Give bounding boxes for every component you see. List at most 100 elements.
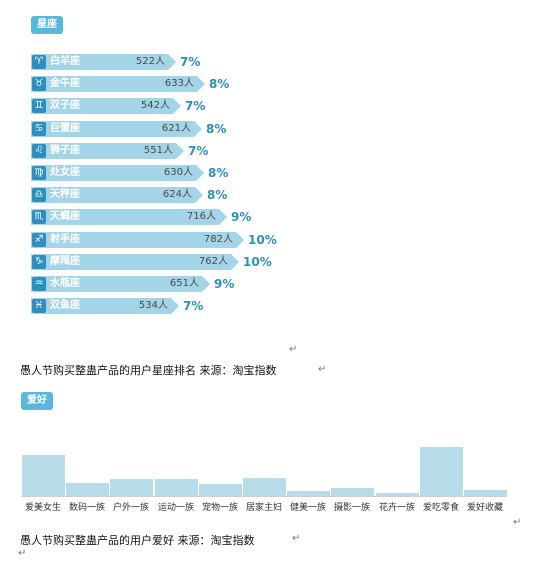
hobby-category-label: 居家主妇 [245, 503, 282, 513]
zodiac-name-label: 天秤座 [50, 189, 80, 200]
zodiac-percent-label: 9% [214, 277, 235, 291]
zodiac-bar [31, 209, 227, 225]
zodiac-row: ♎ 天秤座 624人 8% [31, 187, 255, 203]
hobby-bar [155, 479, 198, 496]
zodiac-row: ♊ 双子座 542人 7% [31, 98, 233, 114]
zodiac-percent-label: 10% [248, 233, 277, 247]
hobby-section-tag: 爱好 [21, 392, 53, 410]
zodiac-bar [31, 121, 202, 137]
zodiac-row: ♑ 摩羯座 762人 10% [31, 254, 291, 270]
zodiac-percent-label: 7% [188, 144, 209, 158]
zodiac-percent-label: 7% [185, 99, 206, 113]
zodiac-count-label: 651人 [169, 278, 199, 289]
zodiac-row: ♍ 处女座 630人 8% [31, 165, 256, 181]
hobby-bar [199, 484, 242, 496]
hobby-category-label: 爱吃零食 [422, 503, 459, 513]
zodiac-percent-label: 7% [183, 299, 204, 313]
zodiac-bar [31, 232, 244, 248]
zodiac-name-label: 处女座 [50, 167, 80, 178]
zodiac-count-label: 551人 [143, 145, 173, 156]
zodiac-name-label: 射手座 [50, 234, 80, 245]
hobby-bar [376, 493, 419, 496]
zodiac-sign-icon: ♏ [32, 210, 46, 224]
zodiac-bar [31, 76, 205, 92]
hobby-category-label: 爱美女生 [24, 503, 61, 513]
zodiac-row: ♌ 狮子座 551人 7% [31, 143, 236, 159]
zodiac-name-label: 金牛座 [50, 78, 80, 89]
zodiac-count-label: 534人 [138, 300, 168, 311]
zodiac-row: ♒ 水瓶座 651人 9% [31, 276, 262, 292]
zodiac-percent-label: 8% [208, 166, 229, 180]
zodiac-count-label: 621人 [161, 123, 191, 134]
zodiac-sign-icon: ♉ [32, 77, 46, 91]
zodiac-bar [31, 98, 181, 114]
zodiac-sign-icon: ♓ [32, 299, 46, 313]
hobby-bar [243, 478, 286, 496]
zodiac-name-label: 双鱼座 [50, 300, 80, 311]
zodiac-sign-icon: ♍ [32, 166, 46, 180]
zodiac-name-label: 天蝎座 [50, 211, 80, 222]
return-mark-5: ↵ [18, 548, 27, 559]
hobby-category-label: 户外一族 [112, 503, 149, 513]
zodiac-row: ♈ 白羊座 522人 7% [31, 54, 228, 70]
zodiac-sign-icon: ♈ [32, 55, 46, 69]
hobby-caption: 愚人节购买整蛊产品的用户爱好 来源：淘宝指数 [20, 534, 255, 547]
hobby-category-label: 花卉一族 [378, 503, 415, 513]
zodiac-percent-label: 7% [180, 55, 201, 69]
hobby-bar [66, 483, 109, 496]
zodiac-count-label: 542人 [140, 100, 170, 111]
zodiac-row: ♉ 金牛座 633人 8% [31, 76, 257, 92]
hobby-category-label: 摄影一族 [333, 503, 370, 513]
zodiac-name-label: 巨蟹座 [50, 123, 80, 134]
zodiac-sign-icon: ♌ [32, 144, 46, 158]
zodiac-row: ♏ 天蝎座 716人 9% [31, 209, 279, 225]
zodiac-sign-icon: ♑ [32, 255, 46, 269]
zodiac-row: ♋ 巨蟹座 621人 8% [31, 121, 254, 137]
zodiac-percent-label: 10% [243, 255, 272, 269]
zodiac-count-label: 624人 [162, 189, 192, 200]
return-mark-4: ↵ [292, 533, 301, 544]
zodiac-sign-icon: ♐ [32, 233, 46, 247]
zodiac-sign-icon: ♒ [32, 277, 46, 291]
hobby-bar [464, 490, 507, 496]
zodiac-name-label: 狮子座 [50, 145, 80, 156]
zodiac-percent-label: 8% [209, 77, 230, 91]
zodiac-count-label: 633人 [164, 78, 194, 89]
hobby-category-label: 健美一族 [289, 503, 326, 513]
return-mark-1: ↵ [289, 344, 298, 355]
zodiac-sign-icon: ♎ [32, 188, 46, 202]
zodiac-percent-label: 8% [207, 188, 228, 202]
zodiac-percent-label: 9% [231, 210, 252, 224]
zodiac-bar [31, 298, 179, 314]
zodiac-caption: 愚人节购买整蛊产品的用户星座排名 来源：淘宝指数 [20, 364, 277, 377]
hobby-category-label: 运动一族 [157, 503, 194, 513]
zodiac-row: ♐ 射手座 782人 10% [31, 232, 296, 248]
zodiac-row: ♓ 双鱼座 534人 7% [31, 298, 231, 314]
zodiac-bar [31, 165, 204, 181]
zodiac-count-label: 762人 [198, 256, 228, 267]
zodiac-count-label: 630人 [163, 167, 193, 178]
zodiac-bar [31, 276, 210, 292]
hobby-category-label: 爱好收藏 [466, 503, 503, 513]
hobby-bar [22, 455, 65, 496]
zodiac-name-label: 水瓶座 [50, 278, 80, 289]
hobby-category-label: 宠物一族 [201, 503, 238, 513]
zodiac-bar [31, 143, 184, 159]
return-mark-2: ↵ [318, 364, 327, 375]
zodiac-bar [31, 254, 239, 270]
zodiac-bar [31, 187, 203, 203]
return-mark-3: ↵ [513, 517, 522, 528]
hobby-bar [110, 479, 153, 496]
hobby-baseline [21, 496, 507, 497]
zodiac-bar [31, 54, 176, 70]
zodiac-sign-icon: ♋ [32, 122, 46, 136]
zodiac-count-label: 522人 [135, 56, 165, 67]
zodiac-section-tag: 星座 [31, 16, 63, 34]
hobby-bar [287, 491, 330, 496]
zodiac-name-label: 双子座 [50, 100, 80, 111]
hobby-bar [420, 447, 463, 496]
zodiac-percent-label: 8% [206, 122, 227, 136]
zodiac-count-label: 716人 [186, 211, 216, 222]
hobby-category-label: 数码一族 [68, 503, 105, 513]
zodiac-name-label: 白羊座 [50, 56, 80, 67]
